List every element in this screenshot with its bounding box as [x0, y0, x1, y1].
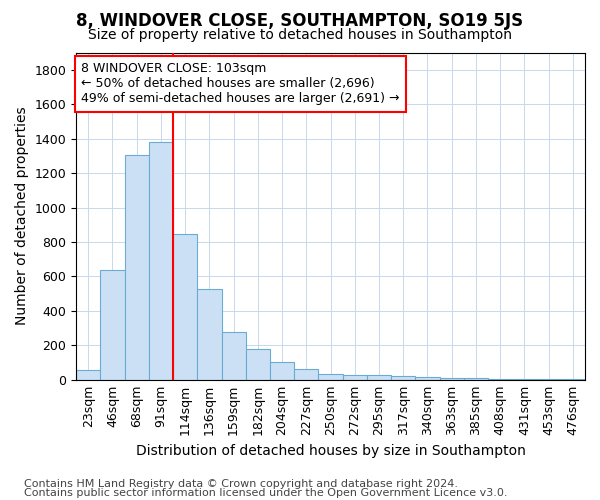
- Bar: [100, 270, 125, 380]
- Text: 8 WINDOVER CLOSE: 103sqm
← 50% of detached houses are smaller (2,696)
49% of sem: 8 WINDOVER CLOSE: 103sqm ← 50% of detach…: [81, 62, 400, 106]
- Bar: [294, 368, 319, 380]
- Bar: [173, 234, 197, 380]
- Bar: [391, 376, 415, 380]
- Text: 8, WINDOVER CLOSE, SOUTHAMPTON, SO19 5JS: 8, WINDOVER CLOSE, SOUTHAMPTON, SO19 5JS: [76, 12, 524, 30]
- Text: Size of property relative to detached houses in Southampton: Size of property relative to detached ho…: [88, 28, 512, 42]
- Bar: [76, 370, 100, 380]
- Bar: [270, 362, 294, 380]
- Bar: [221, 332, 246, 380]
- Bar: [343, 374, 367, 380]
- Bar: [464, 378, 488, 380]
- Bar: [488, 379, 512, 380]
- Bar: [319, 374, 343, 380]
- X-axis label: Distribution of detached houses by size in Southampton: Distribution of detached houses by size …: [136, 444, 526, 458]
- Bar: [125, 155, 149, 380]
- Bar: [197, 290, 221, 380]
- Bar: [415, 376, 440, 380]
- Bar: [367, 376, 391, 380]
- Text: Contains public sector information licensed under the Open Government Licence v3: Contains public sector information licen…: [24, 488, 508, 498]
- Bar: [246, 349, 270, 380]
- Text: Contains HM Land Registry data © Crown copyright and database right 2024.: Contains HM Land Registry data © Crown c…: [24, 479, 458, 489]
- Bar: [149, 142, 173, 380]
- Y-axis label: Number of detached properties: Number of detached properties: [15, 107, 29, 326]
- Bar: [440, 378, 464, 380]
